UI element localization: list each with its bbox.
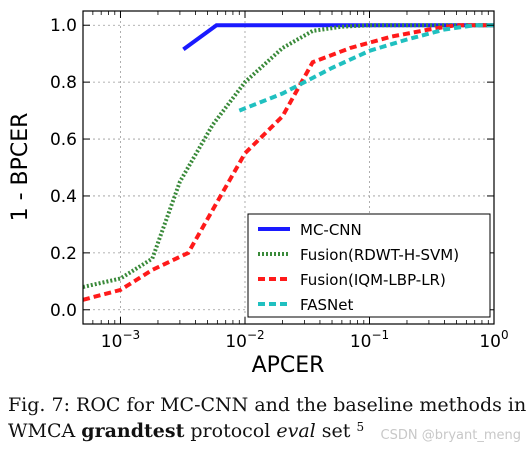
x-axis-ticks: 10−3 10−2 10−1 100 (92, 11, 509, 352)
legend-box (247, 213, 491, 318)
y-tick-label: 0.8 (50, 73, 77, 93)
y-tick-label: 0.4 (50, 187, 77, 207)
caption-middle: protocol (184, 420, 277, 442)
caption-bold: grandtest (81, 420, 185, 442)
x-axis-label: APCER (252, 353, 325, 378)
legend-label: Fusion(IQM-LBP-LR) (300, 271, 446, 289)
caption-prefix: Fig. 7: ROC for MC-CNN and the baseline … (8, 394, 527, 442)
x-tick-label: 100 (479, 328, 508, 352)
series-line-4 (238, 23, 494, 113)
legend-label: FASNet (300, 296, 353, 314)
caption-footnote: 5 (356, 420, 365, 434)
legend-label: Fusion(RDWT-H-SVM) (300, 246, 459, 264)
watermark: CSDN @bryant_meng (380, 428, 521, 443)
x-tick-label: 10−3 (101, 328, 140, 352)
y-tick-label: 1.0 (50, 16, 77, 36)
series-line-2 (83, 23, 494, 289)
plot-area (83, 23, 494, 302)
x-tick-label: 10−2 (225, 328, 264, 352)
caption-italic: eval (276, 420, 316, 442)
x-tick-label: 10−1 (350, 328, 389, 352)
y-tick-label: 0.2 (50, 244, 77, 264)
y-axis-ticks: 0.0 0.2 0.4 0.6 0.8 1.0 (50, 16, 494, 321)
figure-caption: Fig. 7: ROC for MC-CNN and the baseline … (8, 392, 528, 444)
y-tick-label: 0.0 (50, 301, 77, 321)
legend-label: MC-CNN (300, 221, 362, 239)
y-axis-label: 1 - BPCER (8, 113, 33, 222)
roc-chart: 10−3 10−2 10−1 100 0.0 0.2 0.4 0.6 0.8 1.0 APCER… (8, 10, 509, 378)
caption-suffix: set (315, 420, 357, 442)
legend: MC-CNN Fusion(RDWT-H-SVM) Fusion(IQM-LBP-L… (247, 213, 491, 318)
series-line-3 (83, 23, 494, 302)
y-tick-label: 0.6 (50, 130, 77, 150)
plot-frame (82, 10, 495, 325)
